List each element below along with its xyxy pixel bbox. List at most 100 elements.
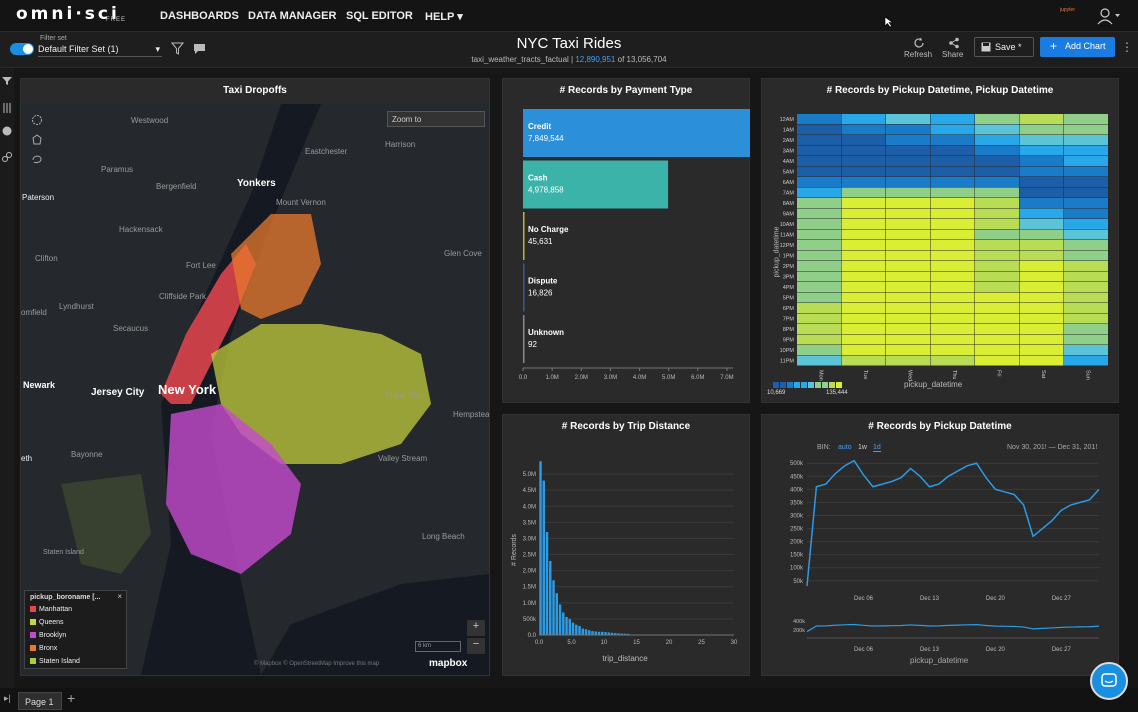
heatmap-cell xyxy=(975,261,1019,271)
chat-button[interactable] xyxy=(1090,662,1128,700)
pickup-datetime-chart[interactable]: 50k 100k 150k 200k 250k 300k 350k 400k 450k 500k D… xyxy=(761,450,1119,672)
heatmap-cell xyxy=(797,303,841,313)
dist-bar xyxy=(584,629,588,635)
heatmap-cell xyxy=(886,345,930,355)
time-xtick-label: Dec 13 xyxy=(920,596,940,602)
heatmap-cell xyxy=(1019,145,1064,156)
nav-help[interactable]: HELP ▾ xyxy=(425,11,463,23)
payment-bar xyxy=(523,315,525,363)
close-icon[interactable]: × xyxy=(117,592,122,601)
heatmap-cell xyxy=(930,313,975,324)
brush-xtick-label: Dec 20 xyxy=(986,647,1006,653)
filter-panel-icon[interactable] xyxy=(2,76,12,86)
heatmap-cell xyxy=(975,282,1019,292)
map-label-new-york: New York xyxy=(158,382,217,397)
dist-xtick-label: 20 xyxy=(666,640,673,646)
heatmap-cell xyxy=(841,198,886,208)
dist-bar xyxy=(620,633,623,635)
user-icon[interactable] xyxy=(1097,7,1121,25)
heatmap-cell xyxy=(841,187,886,198)
palette-icon[interactable] xyxy=(2,126,12,136)
heatmap-cell xyxy=(841,303,886,313)
map-legend[interactable]: pickup_boroname [... × Manhattan Queens … xyxy=(24,590,127,669)
add-page-icon[interactable]: + xyxy=(67,690,76,706)
payment-tick-label: 6.0M xyxy=(691,375,704,381)
heatmap-cell xyxy=(930,156,975,166)
heatmap-cell xyxy=(886,187,930,198)
heatmap-cell xyxy=(975,240,1019,250)
lasso-polygon-icon[interactable] xyxy=(31,134,43,146)
nav-data-manager[interactable]: DATA MANAGER xyxy=(248,10,337,22)
filter-icon[interactable] xyxy=(171,42,184,55)
bin-label: BIN: xyxy=(817,444,831,451)
heatmap-cell xyxy=(1019,250,1064,261)
heatmap-cell xyxy=(975,177,1019,187)
heatmap-legend-swatch xyxy=(829,382,835,388)
omnisci-logo[interactable]: omni·sci xyxy=(16,4,120,24)
date-range[interactable]: Nov 30, 201! — Dec 31, 201! xyxy=(1007,444,1098,451)
heatmap-cell xyxy=(841,145,886,156)
map-label-paterson: Paterson xyxy=(22,193,55,202)
heatmap-cell xyxy=(1064,187,1108,198)
payment-bar xyxy=(523,212,525,260)
payment-type-chart[interactable]: Credit 7,849,544 Cash 4,978,858 No Charge 45,… xyxy=(502,100,750,400)
heatmap-chart[interactable]: 12AM 1AM 2AM 3AM 4AM 5AM 6AM 7AM 8AM 9AM 10AM 11AM 1… xyxy=(761,100,1119,400)
dist-bar xyxy=(562,612,565,635)
nav-sql-editor[interactable]: SQL EDITOR xyxy=(346,10,413,22)
brush-ytick-label: 200k xyxy=(793,628,805,634)
share-button[interactable]: Share xyxy=(942,50,964,59)
zoom-to-input[interactable]: Zoom to xyxy=(387,111,485,127)
legend-swatch xyxy=(30,632,36,639)
taxi-dropoff-map[interactable]: Westwood Eastchester Harrison Paramus Be… xyxy=(21,104,489,675)
heatmap-cell xyxy=(1064,198,1108,208)
dashboard-subtitle: taxi_weather_tracts_factual | 12,890,951… xyxy=(471,55,667,64)
zoom-out-button[interactable]: − xyxy=(467,638,485,654)
heatmap-cell xyxy=(930,219,975,229)
link-icon[interactable] xyxy=(2,152,12,162)
refresh-icon[interactable] xyxy=(913,37,925,49)
heatmap-row-label: 5AM xyxy=(783,170,795,176)
heatmap-cell xyxy=(1019,114,1064,124)
map-attribution[interactable]: © Mapbox © OpenStreetMap Improve this ma… xyxy=(254,661,380,667)
heatmap-legend-swatch xyxy=(794,382,800,388)
chevron-down-icon: ▾ xyxy=(155,44,160,54)
dist-bar xyxy=(568,618,571,635)
nav-dashboards[interactable]: DASHBOARDS xyxy=(160,10,239,22)
payment-bar-label: Dispute xyxy=(528,277,558,286)
trip-distance-chart[interactable]: 0.0 500k 1.0M 1.5M 2.0M 2.5M 3.0M 3.5M 4.0M 4.5M 5… xyxy=(502,440,750,670)
heatmap-legend-swatch xyxy=(773,382,779,388)
heatmap-cell xyxy=(1019,345,1064,355)
heatmap-cell xyxy=(886,124,930,135)
dist-bar xyxy=(565,616,568,635)
page-tab[interactable]: Page 1 xyxy=(18,692,62,710)
collapse-pages-icon[interactable]: ▸| xyxy=(4,693,11,703)
sliders-icon[interactable] xyxy=(2,103,12,113)
heatmap-cell xyxy=(1064,156,1108,166)
filter-set-select[interactable]: Default Filter Set (1) ▾ xyxy=(38,44,162,57)
map-canvas[interactable] xyxy=(21,104,489,675)
jupyter-icon[interactable]: jupyter xyxy=(1060,7,1076,13)
dist-ytick-label: 0.0 xyxy=(528,633,537,639)
lasso-freehand-icon[interactable] xyxy=(31,154,43,166)
map-label-cliffside-park: Cliffside Park xyxy=(159,292,206,301)
lasso-circle-icon[interactable] xyxy=(31,114,43,126)
heatmap-cell xyxy=(930,187,975,198)
zoom-in-button[interactable]: + xyxy=(467,620,485,636)
share-icon[interactable] xyxy=(948,37,960,49)
heatmap-cell xyxy=(886,156,930,166)
more-menu-icon[interactable]: ⋮ xyxy=(1121,40,1133,54)
add-chart-button[interactable]: + Add Chart xyxy=(1040,37,1115,57)
dashboard-title[interactable]: NYC Taxi Rides xyxy=(516,35,622,52)
heatmap-cell xyxy=(841,334,886,345)
bin-1d[interactable]: 1d xyxy=(873,444,881,452)
filter-set-toggle[interactable] xyxy=(10,43,34,55)
heatmap-cell xyxy=(797,313,841,324)
top-nav: omni·sci FREE DASHBOARDS DATA MANAGER SQ… xyxy=(0,0,1138,32)
save-button[interactable]: Save * xyxy=(974,37,1034,57)
bin-1w[interactable]: 1w xyxy=(858,444,867,451)
heatmap-cell xyxy=(886,166,930,177)
refresh-button[interactable]: Refresh xyxy=(904,50,933,59)
heatmap-cell xyxy=(1019,292,1064,303)
bin-auto[interactable]: auto xyxy=(838,444,852,451)
comment-icon[interactable] xyxy=(193,43,206,55)
